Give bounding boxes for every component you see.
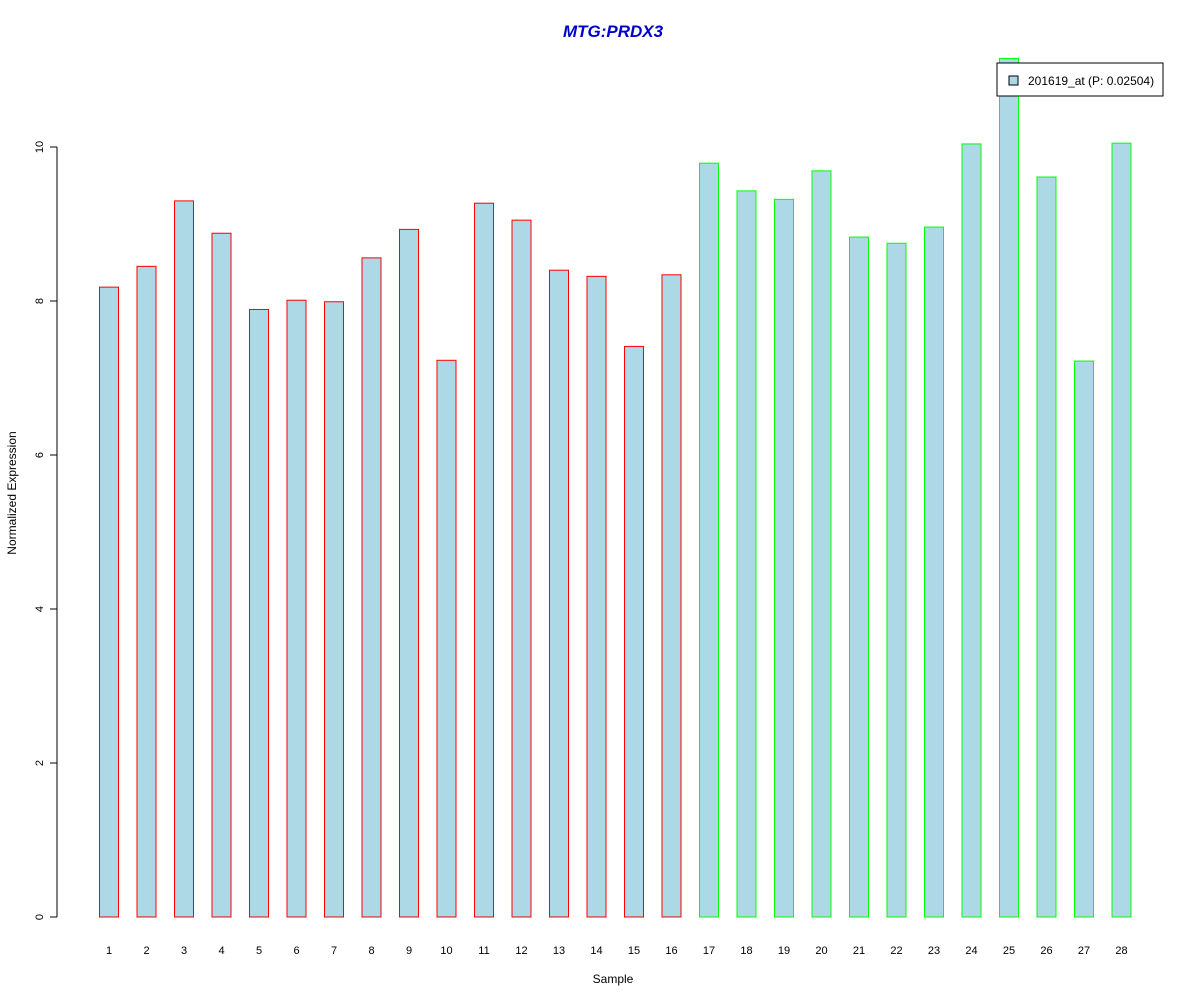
y-axis-label: Normalized Expression [5,431,19,554]
y-tick-label: 6 [34,452,46,458]
bar [999,57,1019,918]
y-tick-label: 4 [34,606,46,612]
bar [211,232,232,918]
x-tick-label: 15 [628,945,640,957]
x-tick-label: 12 [515,945,527,957]
bar [474,202,494,918]
x-axis-label: Sample [593,972,634,986]
bar [511,219,532,918]
bar [286,299,307,918]
y-tick-label: 0 [34,914,46,920]
bar [549,269,569,918]
bar [399,228,419,918]
bar [624,345,644,918]
y-axis: 0 2 4 6 8 10 [34,141,58,920]
bar [361,257,382,918]
bar [249,308,269,918]
x-tick-label: 8 [368,945,374,957]
bar [699,162,719,918]
x-tick-label: 3 [181,945,187,957]
y-tick-label: 2 [34,760,46,766]
chart-title: MTG:PRDX3 [563,22,664,41]
x-tick-label: 20 [815,945,827,957]
x-tick-label: 21 [853,945,865,957]
x-tick-label: 22 [890,945,902,957]
bar [924,226,944,918]
x-tick-label: 1 [106,945,112,957]
bar [436,359,457,918]
x-tick-label: 7 [331,945,337,957]
x-tick-label: 28 [1115,945,1127,957]
bar [736,190,757,918]
x-tick-label: 13 [553,945,565,957]
x-tick-label: 11 [478,945,489,957]
legend-label: 201619_at (P: 0.02504) [1028,74,1154,88]
legend-swatch [1008,75,1019,86]
x-tick-label: 24 [965,945,977,957]
x-tick-label: 9 [406,945,412,957]
bar [886,242,907,918]
x-tick-label: 14 [590,945,602,957]
bar [774,198,794,918]
bar [661,274,682,918]
legend-box [996,62,1164,97]
bar [811,170,832,918]
bar [174,200,194,918]
x-tick-label: 2 [143,945,149,957]
bar [961,143,982,918]
x-tick-label: 10 [440,945,452,957]
bar [849,236,869,918]
legend: 201619_at (P: 0.02504) [996,62,1164,97]
x-tick-label: 4 [218,945,224,957]
x-tick-label: 18 [740,945,752,957]
x-tick-label: 19 [778,945,790,957]
bar [1036,176,1057,918]
x-tick-label: 25 [1003,945,1015,957]
x-tick-label: 23 [928,945,940,957]
y-tick-label: 10 [34,141,46,153]
bar [1074,360,1094,918]
x-tick-label: 26 [1040,945,1052,957]
x-axis: 1 2 3 4 5 6 7 8 9 10 11 12 13 14 15 16 17 18 19 20 21 22 23 24 2… [106,945,1128,957]
bar [1111,142,1132,918]
x-tick-label: 17 [703,945,715,957]
bar [136,265,157,918]
x-tick-label: 6 [293,945,299,957]
y-tick-label: 8 [34,298,46,304]
bar [99,286,119,918]
x-tick-label: 5 [256,945,262,957]
x-tick-label: 27 [1078,945,1090,957]
bar [324,301,344,918]
bar [586,275,607,918]
bars [99,57,1132,918]
x-tick-label: 16 [665,945,677,957]
